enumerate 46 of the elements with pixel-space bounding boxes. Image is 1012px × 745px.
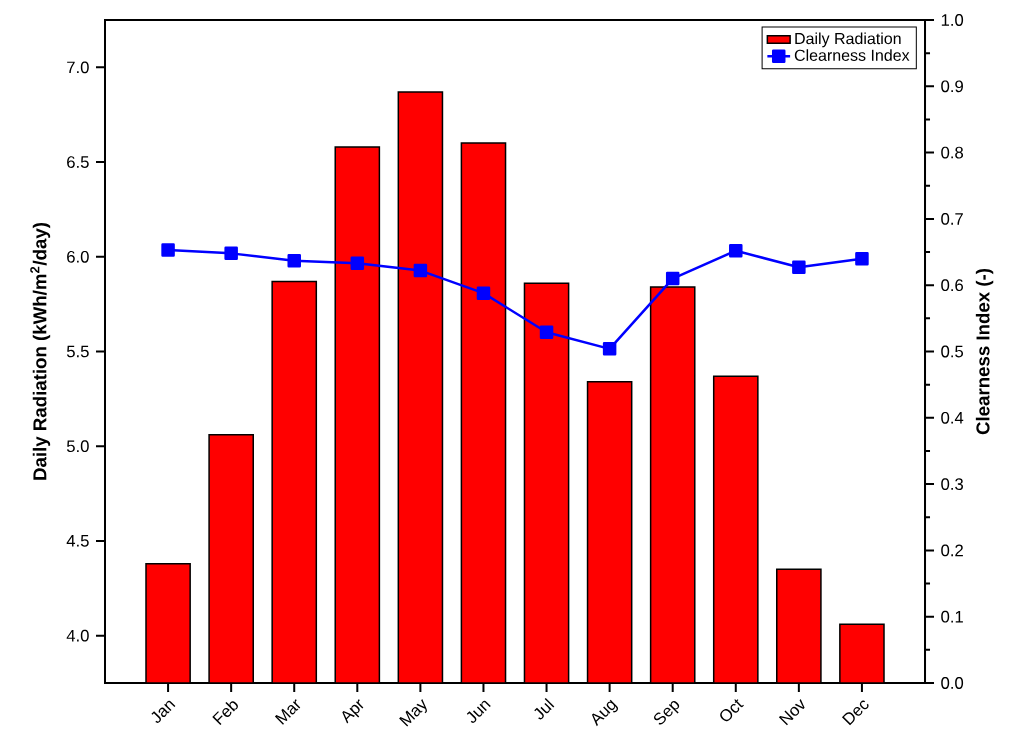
x-tick-label: Jan: [151, 700, 176, 723]
point: [602, 342, 617, 356]
x-tick-label: Oct: [720, 699, 744, 722]
point: [855, 251, 869, 266]
point: [287, 253, 301, 268]
x-tick-label: Aug: [591, 699, 619, 727]
y2-tick-label: 0.2: [941, 544, 963, 557]
y2-tick-label: 0.5: [941, 345, 964, 358]
x-tick-label: Feb: [212, 701, 238, 726]
point: [224, 246, 238, 261]
point: [729, 243, 743, 258]
x-tick-label: Jun: [466, 700, 491, 723]
point: [476, 286, 491, 300]
legend-label: Clearness Index: [794, 49, 910, 61]
y-axis-title: Daily Radiation (kWh/m$^{2}$/day): [30, 222, 51, 480]
y-tick-label: 4.0: [66, 629, 89, 642]
point: [665, 271, 680, 286]
y2-tick-label: 0.8: [941, 146, 964, 159]
x-tick-label: Jul: [534, 697, 555, 720]
y-tick-label: 5.5: [66, 345, 89, 358]
y2-tick-label: 0.1: [941, 610, 963, 623]
y-tick-label: 6.0: [67, 250, 89, 263]
point: [539, 325, 554, 340]
point: [161, 243, 175, 257]
y2-tick-label: 1.0: [941, 14, 964, 26]
y-tick-label: 5.0: [66, 440, 89, 453]
x-tick-label: Nov: [778, 699, 805, 726]
x-tick-label: Mar: [274, 699, 301, 725]
x-tick-label: Dec: [841, 700, 869, 726]
y2-tick-label: 0.0: [941, 677, 964, 689]
x-tick-label: Sep: [653, 700, 680, 725]
y-tick-label: 6.5: [67, 156, 89, 168]
y2-axis-title: Clearness Index (-): [975, 268, 994, 435]
x-tick-label: Apr: [342, 699, 364, 724]
y2-tick-label: 0.4: [941, 411, 964, 424]
y-tick-label: 7.0: [67, 61, 89, 74]
y-tick-label: 4.5: [66, 535, 89, 547]
point: [792, 260, 806, 275]
y2-tick-label: 0.7: [941, 213, 963, 225]
legend-label: Daily Radiation: [795, 32, 901, 48]
y2-tick-label: 0.3: [941, 478, 963, 490]
point: [350, 256, 365, 271]
y2-tick-label: 0.6: [941, 279, 963, 292]
x-tick-label: May: [399, 699, 427, 727]
y2-tick-label: 0.9: [941, 80, 963, 93]
point: [413, 263, 428, 278]
